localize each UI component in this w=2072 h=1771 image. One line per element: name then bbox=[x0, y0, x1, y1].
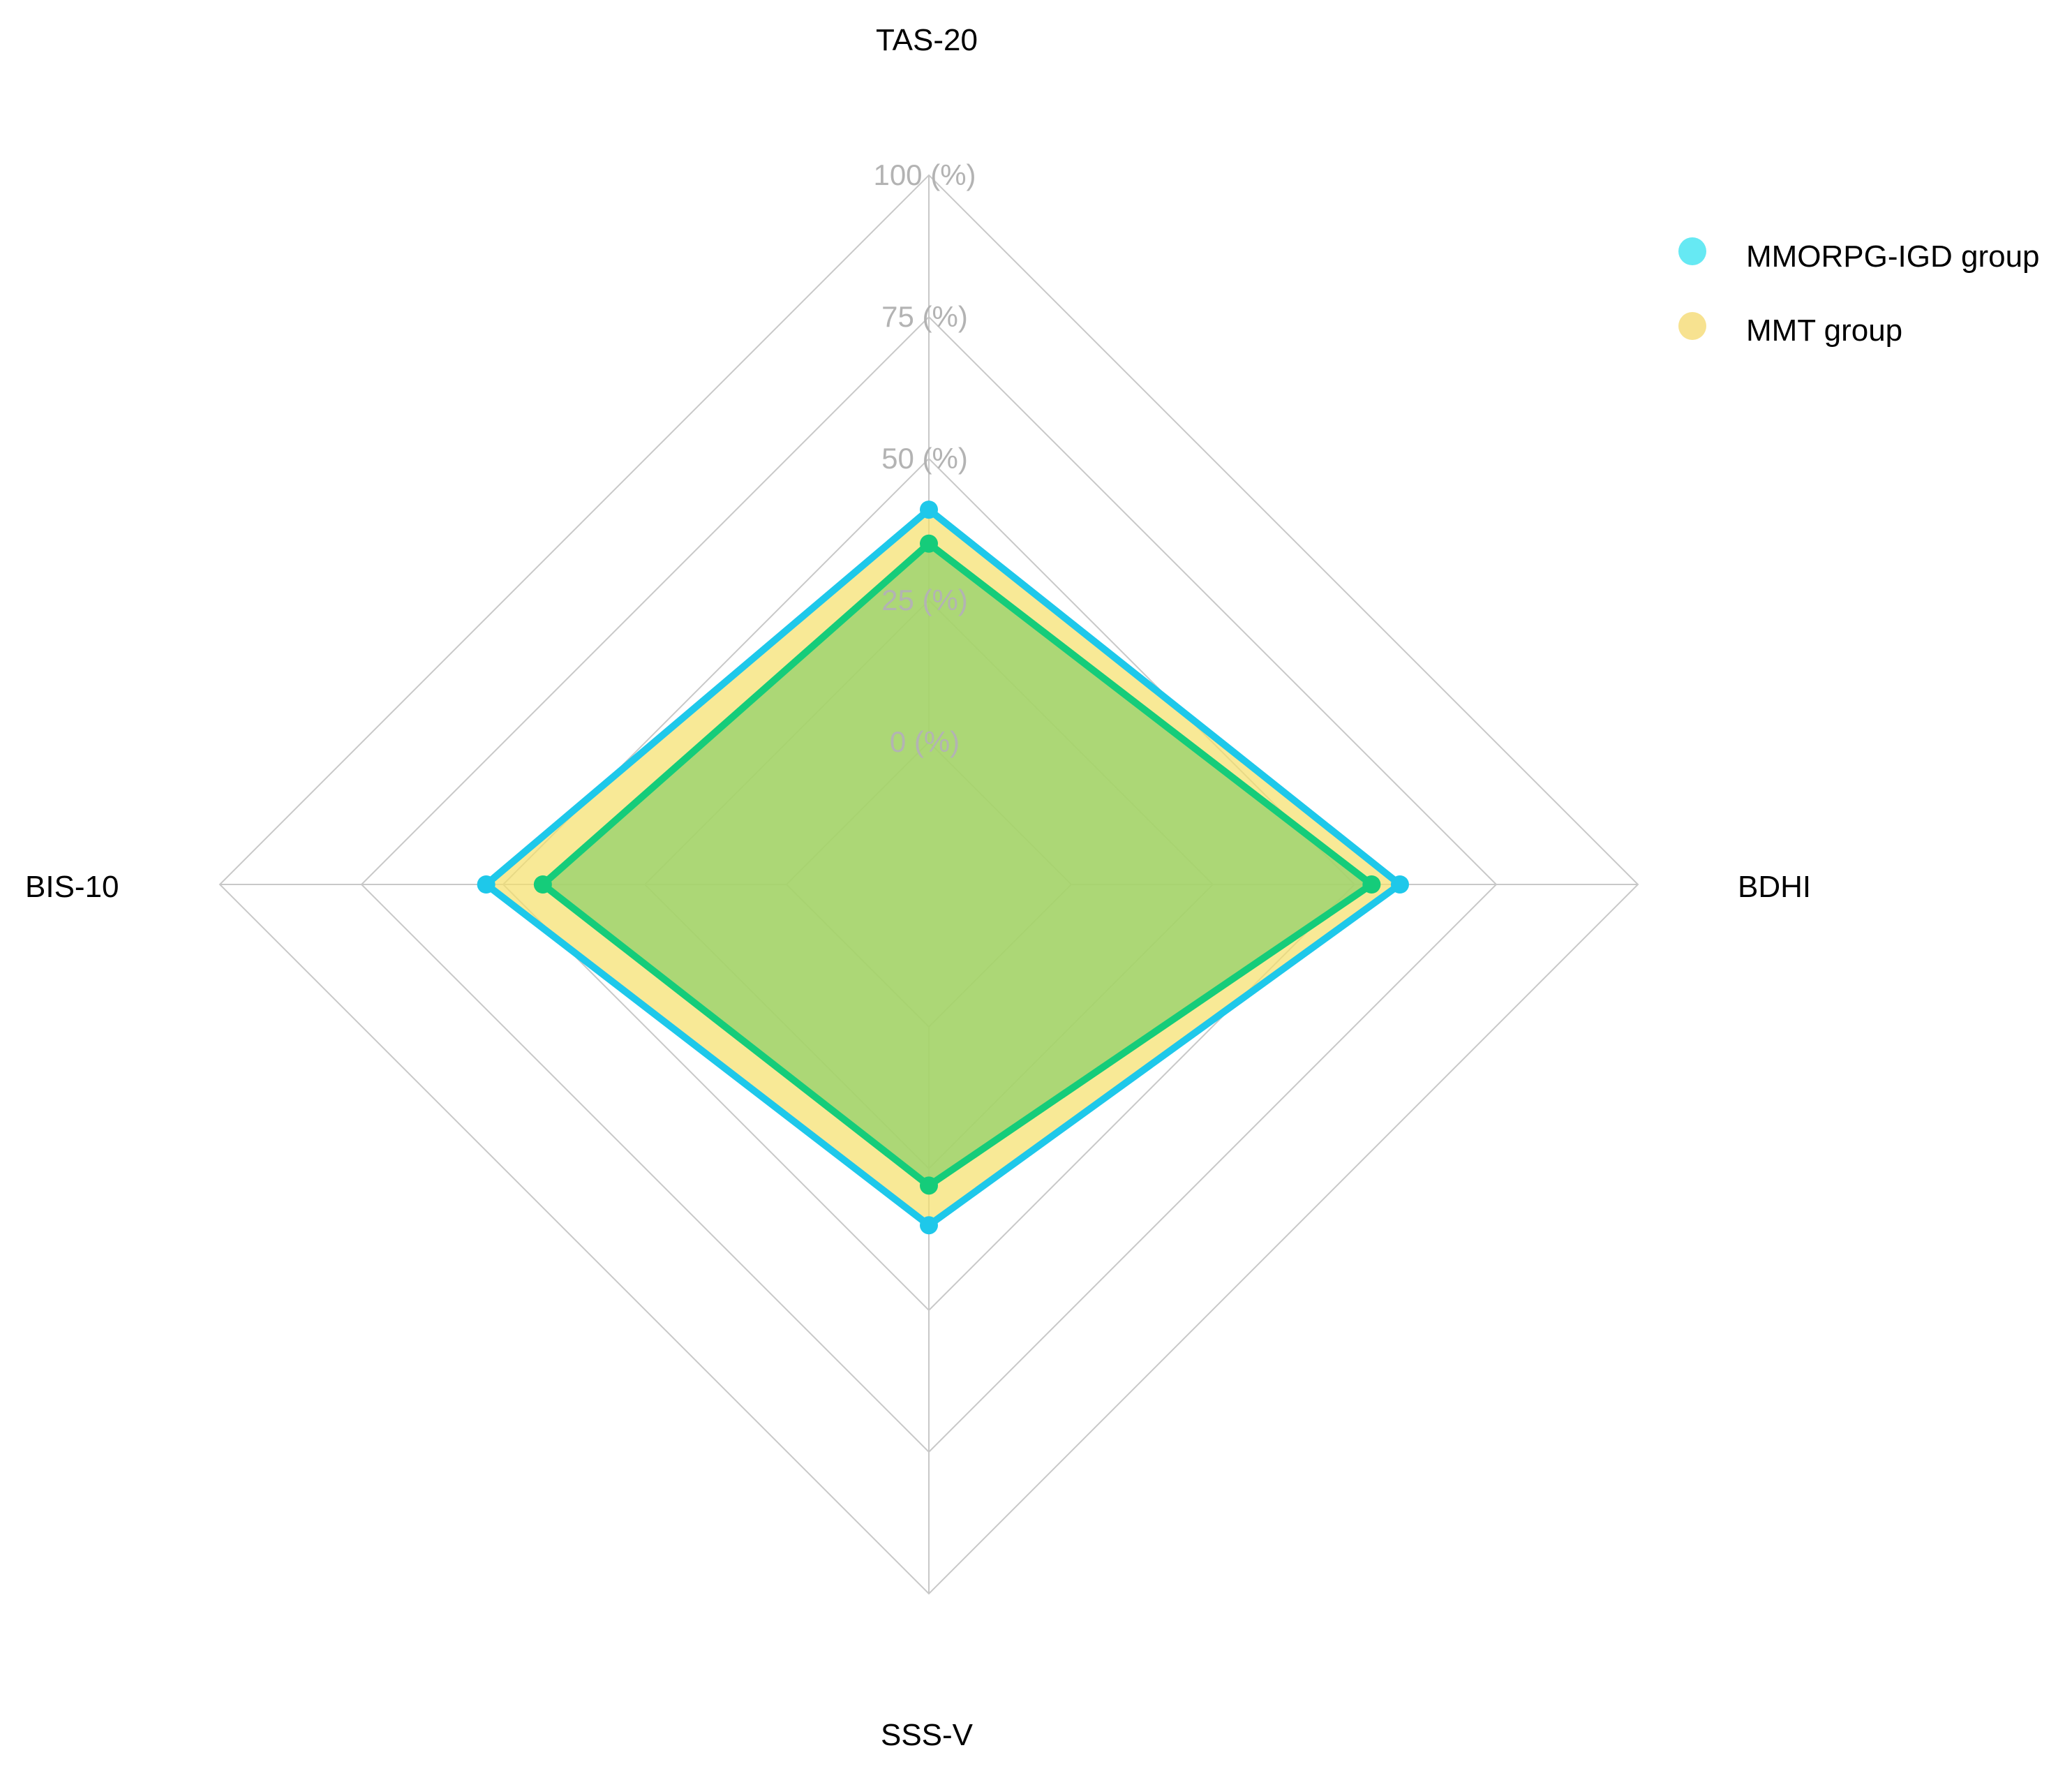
tick-labels: 0 (%) 25 (%) 50 (%) 75 (%) 100 (%) bbox=[873, 158, 976, 758]
tick-label-3: 75 (%) bbox=[881, 300, 968, 333]
data-point-s1-2 bbox=[920, 1176, 938, 1195]
tick-label-2: 50 (%) bbox=[881, 442, 968, 475]
series-fill-1 bbox=[542, 543, 1372, 1186]
tick-label-4: 100 (%) bbox=[873, 158, 976, 191]
axis-label-bis-10: BIS-10 bbox=[25, 870, 119, 904]
legend-label-mmt: MMT group bbox=[1746, 313, 1902, 348]
data-point-s1-0 bbox=[920, 534, 938, 553]
axis-label-sss-v: SSS-V bbox=[881, 1718, 974, 1752]
legend-label-mmorpg-igd: MMORPG-IGD group bbox=[1746, 239, 2040, 274]
axis-label-tas-20: TAS-20 bbox=[876, 23, 978, 57]
data-point-s1-3 bbox=[533, 875, 552, 894]
data-point-s0-1 bbox=[1390, 875, 1409, 894]
data-point-s0-3 bbox=[477, 875, 495, 894]
tick-label-0: 0 (%) bbox=[890, 725, 960, 758]
data-point-s0-0 bbox=[920, 501, 938, 519]
data-point-s0-2 bbox=[920, 1216, 938, 1235]
legend-marker-mmorpg-igd bbox=[1678, 237, 1706, 265]
series-points bbox=[477, 501, 1409, 1235]
data-point-s1-1 bbox=[1362, 875, 1381, 894]
legend-marker-mmt bbox=[1678, 312, 1706, 340]
axis-label-bdhi: BDHI bbox=[1738, 870, 1811, 904]
tick-label-1: 25 (%) bbox=[881, 584, 968, 616]
legend: MMORPG-IGD group MMT group bbox=[1678, 237, 2040, 348]
